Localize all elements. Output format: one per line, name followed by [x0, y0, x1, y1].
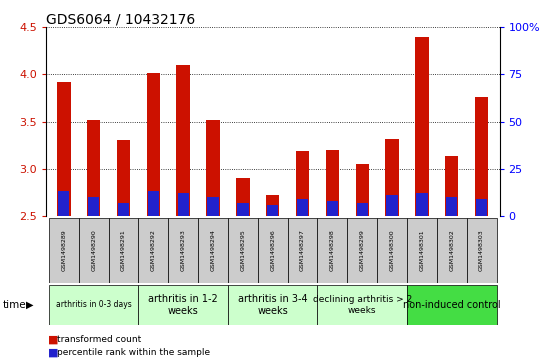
Text: GSM1498297: GSM1498297	[300, 229, 305, 272]
Text: GSM1498296: GSM1498296	[270, 229, 275, 272]
Bar	[237, 203, 248, 216]
Text: non-induced control: non-induced control	[403, 300, 501, 310]
Bar	[177, 65, 190, 216]
Bar	[147, 73, 160, 216]
Bar	[445, 156, 458, 216]
FancyBboxPatch shape	[288, 218, 318, 283]
Text: percentile rank within the sample: percentile rank within the sample	[57, 348, 210, 357]
FancyBboxPatch shape	[407, 285, 496, 325]
FancyBboxPatch shape	[168, 218, 198, 283]
Bar	[88, 197, 99, 216]
Text: arthritis in 3-4
weeks: arthritis in 3-4 weeks	[238, 294, 307, 316]
Text: GSM1498301: GSM1498301	[420, 230, 424, 271]
Bar	[386, 139, 399, 216]
Bar	[266, 195, 279, 216]
Bar	[296, 151, 309, 216]
Bar	[206, 120, 220, 216]
FancyBboxPatch shape	[228, 218, 258, 283]
Bar	[326, 150, 339, 216]
Bar	[87, 120, 100, 216]
Text: ■: ■	[48, 348, 58, 358]
FancyBboxPatch shape	[109, 218, 138, 283]
Bar	[147, 191, 159, 216]
Bar	[236, 178, 249, 216]
Bar	[476, 199, 487, 216]
FancyBboxPatch shape	[79, 218, 109, 283]
Text: GSM1498292: GSM1498292	[151, 229, 156, 272]
Bar	[117, 140, 130, 216]
Bar	[446, 197, 457, 216]
Bar	[57, 82, 71, 216]
Text: GSM1498294: GSM1498294	[211, 229, 215, 272]
Bar	[356, 203, 368, 216]
Text: GSM1498291: GSM1498291	[121, 229, 126, 272]
Bar	[178, 193, 189, 216]
Bar	[355, 164, 369, 216]
Bar	[415, 37, 429, 216]
Bar	[58, 191, 70, 216]
Bar	[475, 97, 488, 216]
Text: GSM1498302: GSM1498302	[449, 229, 454, 272]
Text: ▶: ▶	[26, 300, 33, 310]
Text: GSM1498298: GSM1498298	[330, 229, 335, 272]
FancyBboxPatch shape	[258, 218, 288, 283]
FancyBboxPatch shape	[407, 218, 437, 283]
Bar	[118, 203, 129, 216]
Bar	[207, 197, 219, 216]
Text: arthritis in 1-2
weeks: arthritis in 1-2 weeks	[148, 294, 218, 316]
FancyBboxPatch shape	[198, 218, 228, 283]
Text: arthritis in 0-3 days: arthritis in 0-3 days	[56, 301, 132, 309]
Text: GDS6064 / 10432176: GDS6064 / 10432176	[46, 12, 195, 26]
FancyBboxPatch shape	[377, 218, 407, 283]
FancyBboxPatch shape	[437, 218, 467, 283]
Text: GSM1498300: GSM1498300	[389, 230, 395, 271]
Bar	[267, 205, 279, 216]
Text: GSM1498289: GSM1498289	[62, 229, 66, 272]
FancyBboxPatch shape	[318, 285, 407, 325]
FancyBboxPatch shape	[228, 285, 318, 325]
Text: GSM1498290: GSM1498290	[91, 229, 96, 272]
FancyBboxPatch shape	[138, 218, 168, 283]
Text: GSM1498293: GSM1498293	[181, 229, 186, 272]
Bar	[327, 201, 338, 216]
FancyBboxPatch shape	[347, 218, 377, 283]
Text: time: time	[3, 300, 26, 310]
FancyBboxPatch shape	[318, 218, 347, 283]
FancyBboxPatch shape	[49, 218, 79, 283]
Bar	[297, 199, 308, 216]
Text: declining arthritis > 2
weeks: declining arthritis > 2 weeks	[313, 295, 412, 315]
Text: GSM1498303: GSM1498303	[479, 229, 484, 272]
Text: GSM1498295: GSM1498295	[240, 229, 245, 272]
FancyBboxPatch shape	[467, 218, 496, 283]
Bar	[387, 195, 398, 216]
FancyBboxPatch shape	[138, 285, 228, 325]
Text: GSM1498299: GSM1498299	[360, 229, 365, 272]
Text: ■: ■	[48, 334, 58, 344]
FancyBboxPatch shape	[49, 285, 138, 325]
Bar	[416, 193, 428, 216]
Text: transformed count: transformed count	[57, 335, 141, 344]
